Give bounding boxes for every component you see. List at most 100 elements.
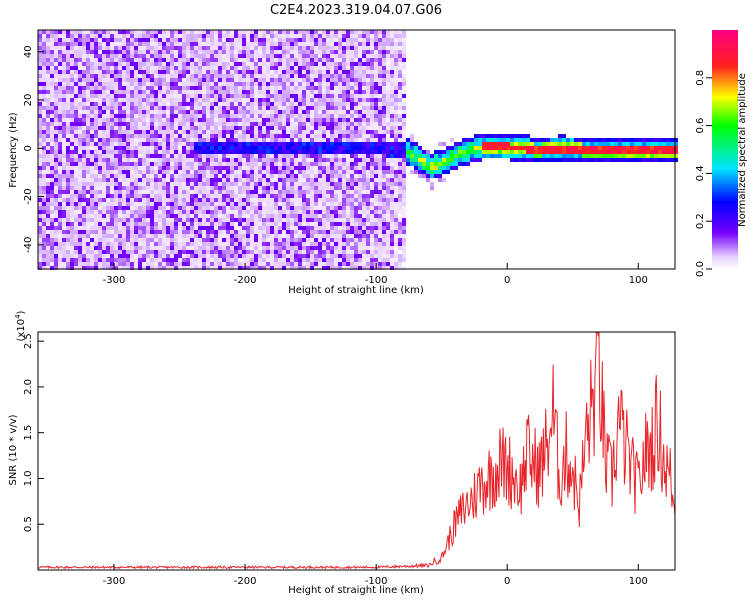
heatmap-cell (274, 74, 278, 78)
heatmap-cell (290, 34, 294, 38)
heatmap-cell (302, 214, 306, 218)
heatmap-cell (266, 42, 270, 46)
heatmap-cell (138, 114, 142, 118)
heatmap-cell (170, 182, 174, 186)
heatmap-cell (298, 122, 302, 126)
heatmap-cell (230, 246, 234, 250)
heatmap-cell (346, 46, 350, 50)
heatmap-cell (214, 198, 218, 202)
heatmap-cell (282, 54, 286, 58)
heatmap-cell (66, 110, 70, 114)
heatmap-cell (358, 178, 362, 182)
heatmap-cell (246, 46, 250, 50)
heatmap-cell (282, 118, 286, 122)
heatmap-cell (134, 74, 138, 78)
heatmap-cell (190, 106, 194, 110)
heatmap-cell (94, 194, 98, 198)
heatmap-cell (42, 106, 46, 110)
heatmap-cell (86, 42, 90, 46)
heatmap-cell (354, 50, 358, 54)
heatmap-cell (262, 114, 266, 118)
heatmap-cell (354, 82, 358, 86)
heatmap-cell (118, 38, 122, 42)
heatmap-cell (178, 194, 182, 198)
heatmap-cell (102, 102, 106, 106)
heatmap-cell (230, 90, 234, 94)
heatmap-cell (118, 50, 122, 54)
heatmap-cell (178, 234, 182, 238)
heatmap-cell (214, 122, 218, 126)
heatmap-cell (206, 170, 210, 174)
heatmap-cell (218, 114, 222, 118)
heatmap-cell (274, 54, 278, 58)
heatmap-cell (246, 246, 250, 250)
heatmap-cell (338, 222, 342, 226)
heatmap-cell (258, 238, 262, 242)
heatmap-cell (314, 222, 318, 226)
heatmap-cell (182, 266, 186, 270)
heatmap-cell (210, 226, 214, 230)
heatmap-cell (66, 146, 70, 150)
heatmap-cell (94, 150, 98, 154)
heatmap-cell (370, 54, 374, 58)
heatmap-cell (338, 218, 342, 222)
heatmap-cell (42, 266, 46, 270)
heatmap-cell (202, 130, 206, 134)
heatmap-cell (366, 74, 370, 78)
heatmap-cell (198, 58, 202, 62)
heatmap-cell (82, 202, 86, 206)
heatmap-cell (306, 114, 310, 118)
heatmap-cell (62, 62, 66, 66)
heatmap-cell (38, 214, 42, 218)
heatmap-cell (90, 86, 94, 90)
heatmap-cell (114, 98, 118, 102)
heatmap-cell (150, 238, 154, 242)
heatmap-cell (294, 258, 298, 262)
heatmap-cell (134, 58, 138, 62)
heatmap-cell (290, 210, 294, 214)
heatmap-cell (38, 266, 42, 270)
heatmap-cell (278, 150, 282, 154)
heatmap-cell (158, 94, 162, 98)
heatmap-cell (186, 230, 190, 234)
heatmap-cell (322, 158, 326, 162)
heatmap-cell (362, 214, 366, 218)
heatmap-cell (326, 174, 330, 178)
heatmap-cell (334, 38, 338, 42)
heatmap-cell (122, 170, 126, 174)
heatmap-cell (242, 258, 246, 262)
heatmap-cell (122, 46, 126, 50)
heatmap-cell (326, 38, 330, 42)
heatmap-cell (138, 142, 142, 146)
heatmap-cell (114, 138, 118, 142)
heatmap-cell (342, 34, 346, 38)
heatmap-cell (122, 122, 126, 126)
heatmap-cell (74, 142, 78, 146)
heatmap-cell (70, 70, 74, 74)
heatmap-cell (226, 262, 230, 266)
heatmap-cell (114, 246, 118, 250)
heatmap-cell (182, 102, 186, 106)
heatmap-cell (274, 38, 278, 42)
heatmap-cell (326, 114, 330, 118)
heatmap-cell (362, 110, 366, 114)
heatmap-cell (38, 234, 42, 238)
heatmap-cell (234, 162, 238, 166)
heatmap-cell (310, 194, 314, 198)
heatmap-cell (150, 226, 154, 230)
heatmap-cell (66, 154, 70, 158)
heatmap-cell (122, 150, 126, 154)
heatmap-cell (294, 138, 298, 142)
heatmap-cell (186, 202, 190, 206)
heatmap-cell (154, 198, 158, 202)
heatmap-cell (302, 30, 306, 34)
heatmap-cell (158, 202, 162, 206)
heatmap-cell (314, 150, 318, 154)
heatmap-cell (278, 190, 282, 194)
heatmap-cell (198, 146, 202, 150)
heatmap-cell (274, 210, 278, 214)
heatmap-cell (210, 42, 214, 46)
heatmap-cell (250, 74, 254, 78)
heatmap-cell (286, 90, 290, 94)
heatmap-cell (318, 126, 322, 130)
